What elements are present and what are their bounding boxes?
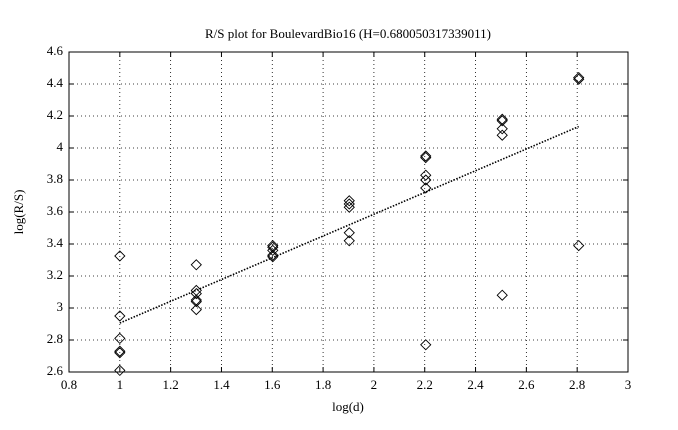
- x-axis-label: log(d): [332, 399, 364, 414]
- y-tick-label: 4.2: [47, 107, 63, 122]
- point: [496, 123, 508, 135]
- point: [496, 289, 508, 301]
- point: [496, 129, 508, 141]
- y-tick-label: 3: [57, 299, 64, 314]
- x-tick-label: 1.4: [213, 377, 230, 392]
- point: [114, 310, 126, 322]
- y-tick-label: 3.8: [47, 171, 63, 186]
- y-tick-label: 3.6: [47, 203, 64, 218]
- y-tick-label: 2.8: [47, 331, 63, 346]
- point: [114, 332, 126, 345]
- point: [114, 347, 126, 359]
- y-tick-label: 4.6: [47, 43, 64, 58]
- x-tick-label: 2.8: [569, 377, 585, 392]
- point: [190, 295, 202, 308]
- point: [573, 71, 585, 84]
- point: [573, 73, 585, 85]
- point: [343, 198, 355, 210]
- chart-title: R/S plot for BoulevardBio16 (H=0.6800503…: [205, 26, 491, 41]
- x-tick-label: 1: [117, 377, 124, 392]
- point: [190, 284, 202, 297]
- point: [420, 182, 432, 194]
- y-tick-label: 4.4: [47, 75, 64, 90]
- x-tick-label: 0.8: [61, 377, 77, 392]
- plot-frame: [68, 51, 629, 373]
- x-tick-label: 3: [625, 377, 632, 392]
- point: [420, 339, 432, 351]
- x-tick-label: 2.4: [467, 377, 484, 392]
- point: [420, 150, 432, 162]
- point: [420, 174, 432, 186]
- point: [267, 244, 279, 257]
- x-tick-label: 1.8: [315, 377, 331, 392]
- point: [190, 287, 202, 300]
- x-tick-label: 2.6: [518, 377, 535, 392]
- y-tick-label: 2.6: [47, 363, 64, 378]
- point: [190, 259, 202, 271]
- y-tick-label: 4: [57, 139, 64, 154]
- point: [267, 251, 279, 263]
- point: [573, 239, 585, 252]
- y-tick-label: 3.4: [47, 235, 64, 250]
- point: [343, 201, 355, 213]
- point: [343, 227, 355, 239]
- x-tick-label: 2.2: [417, 377, 433, 392]
- point: [190, 303, 202, 316]
- point: [420, 169, 432, 181]
- fit-line: [119, 125, 580, 324]
- point: [267, 249, 279, 261]
- x-tick-label: 2: [371, 377, 378, 392]
- point: [343, 235, 355, 247]
- x-tick-label: 1.2: [163, 377, 179, 392]
- point: [343, 195, 355, 207]
- y-axis-label: log(R/S): [11, 190, 26, 235]
- point: [496, 115, 508, 127]
- x-tick-label: 1.6: [264, 377, 281, 392]
- point: [420, 151, 432, 164]
- point: [114, 345, 126, 357]
- y-tick-label: 3.2: [47, 267, 63, 282]
- point: [114, 250, 126, 262]
- point: [114, 364, 126, 377]
